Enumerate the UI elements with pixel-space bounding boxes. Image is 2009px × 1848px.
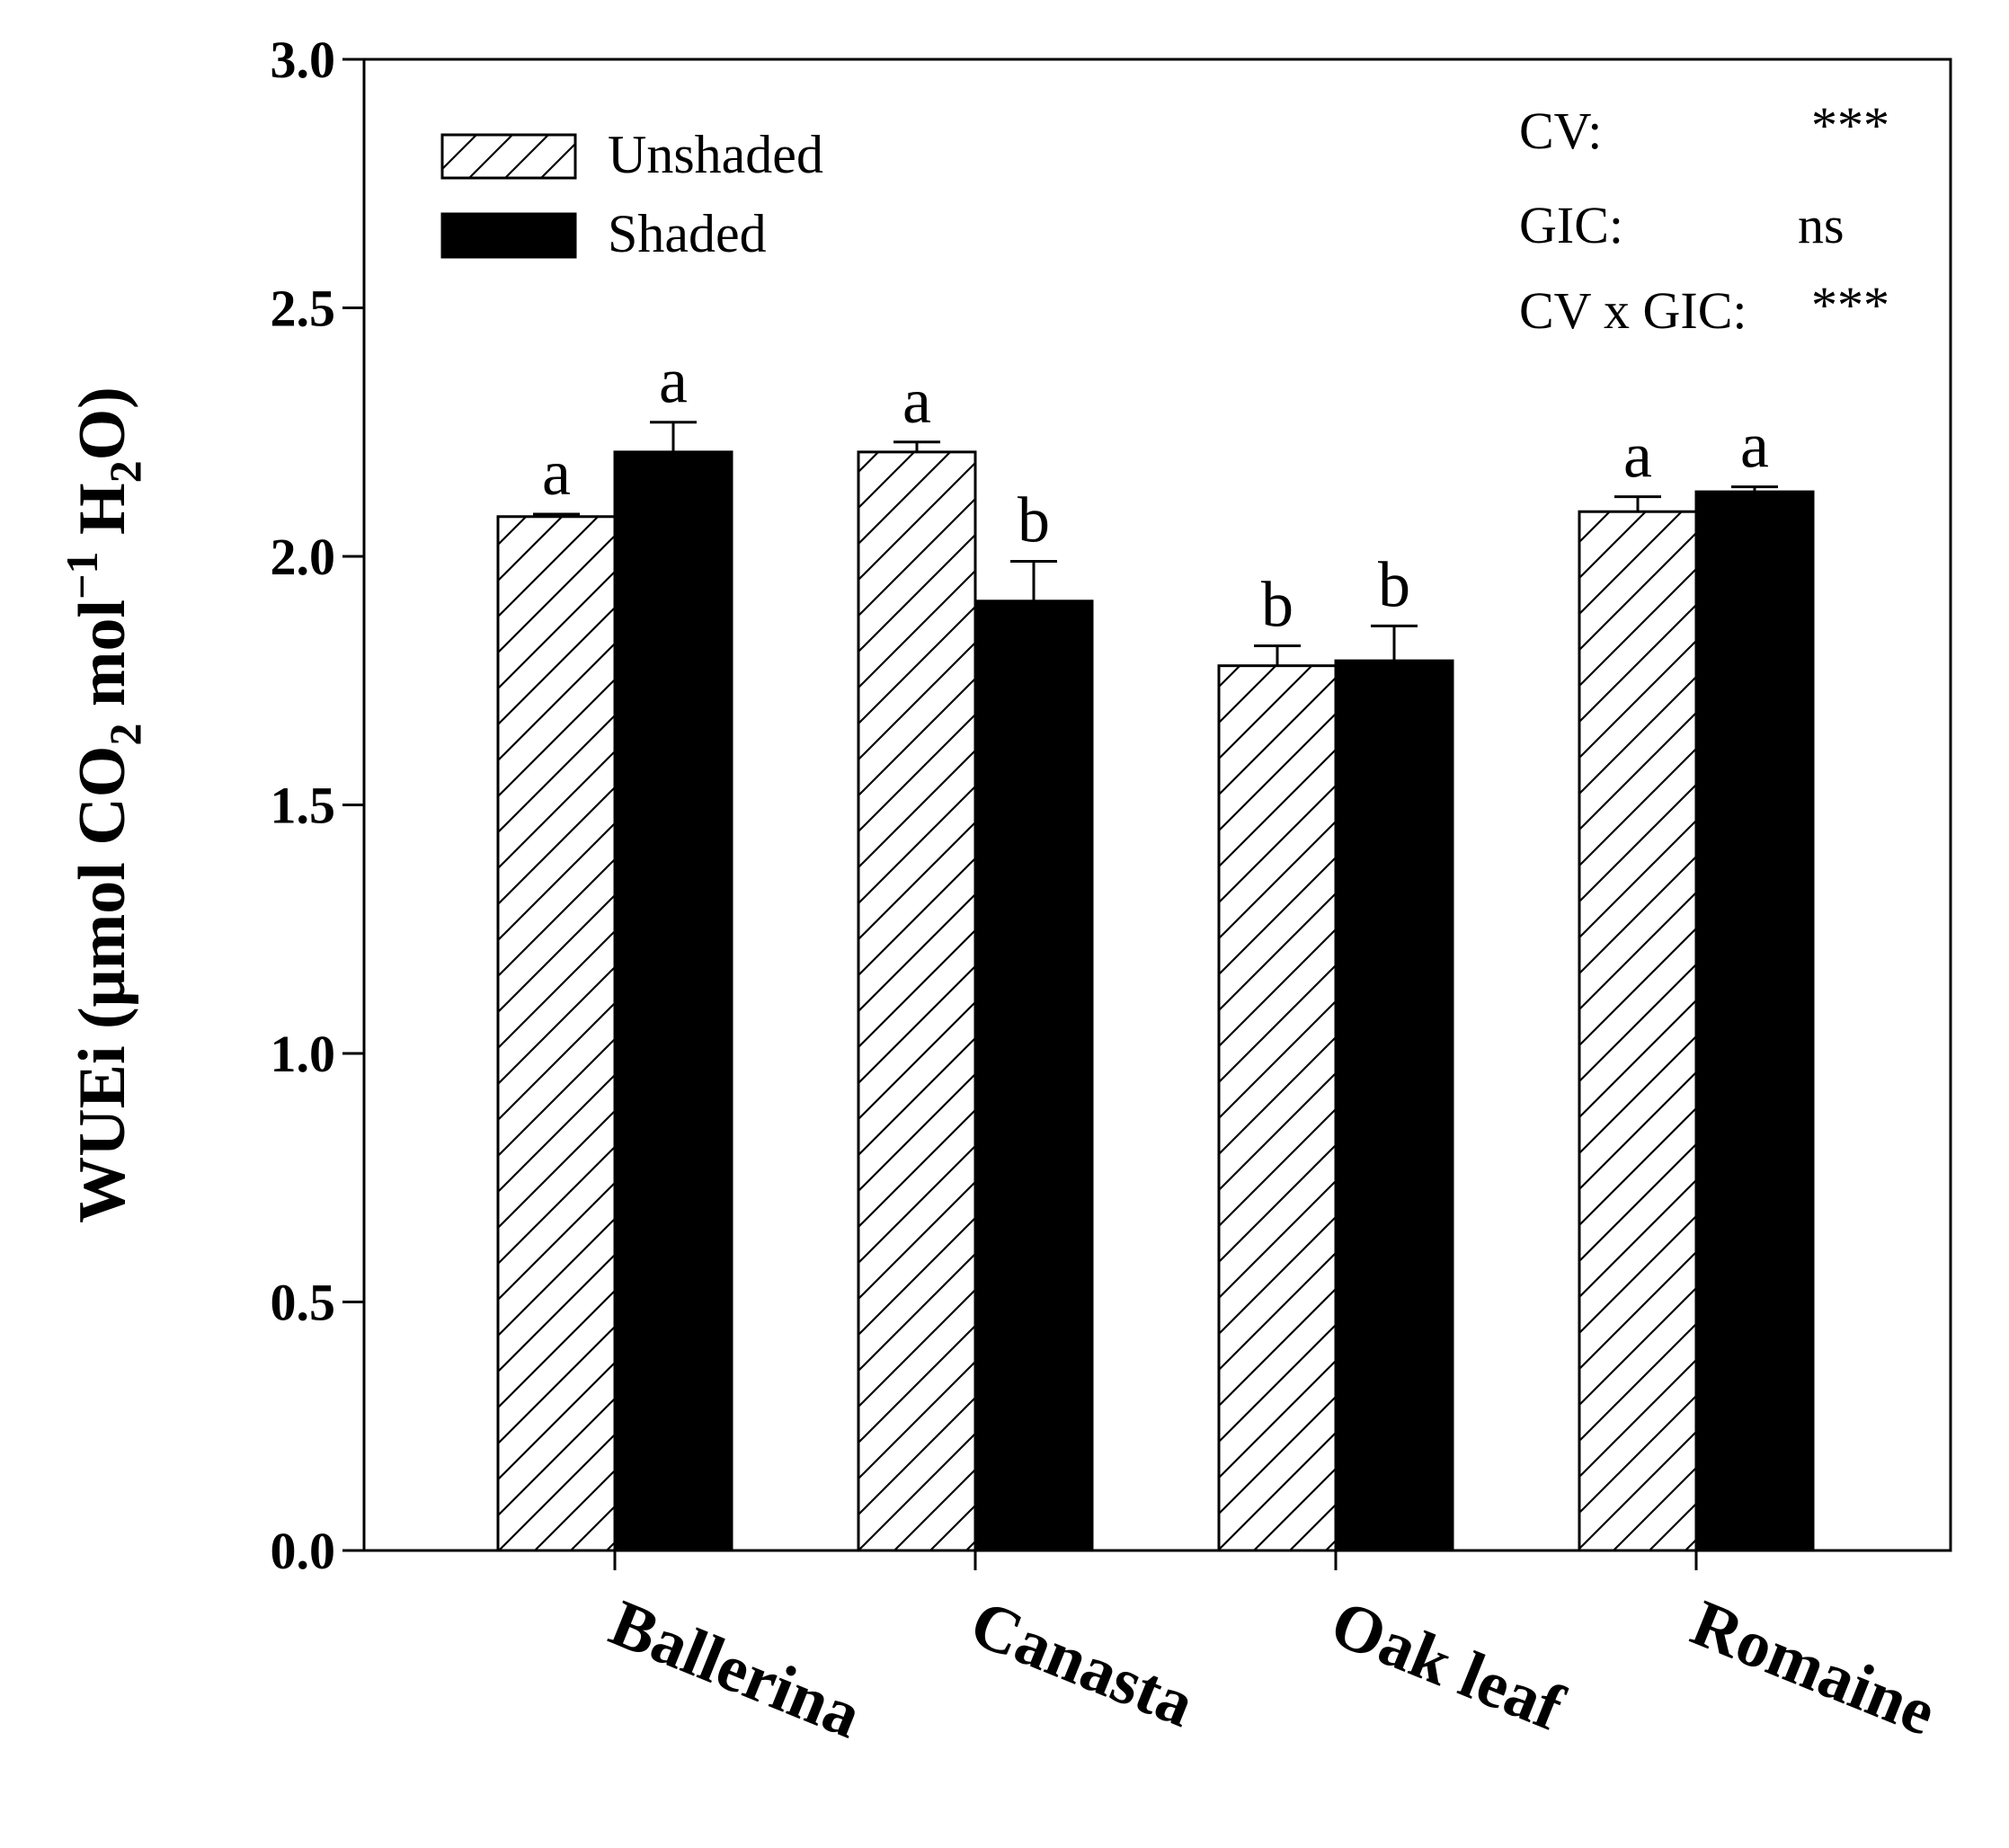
bar-canasta-unshaded <box>857 450 977 1552</box>
bars-layer <box>496 421 1815 1552</box>
stat-label: CV: <box>1519 102 1602 160</box>
x-tick-label-romaine: Romaine <box>1682 1586 1946 1750</box>
y-tick-label: 1.0 <box>271 1025 336 1083</box>
legend-swatch-unshaded <box>440 133 577 180</box>
y-tick-label: 2.5 <box>271 280 336 338</box>
stat-value: *** <box>1811 96 1889 155</box>
sig-letter-oak-leaf-shaded: b <box>1378 548 1410 620</box>
sig-letter-canasta-shaded: b <box>1018 484 1050 556</box>
x-tick-label-ballerina: Ballerina <box>600 1586 871 1753</box>
bar-oak-leaf-unshaded <box>1217 664 1338 1552</box>
x-tick-label-oak-leaf: Oak leaf <box>1321 1586 1575 1746</box>
y-axis-label: WUEi (μmol CO2 mol−1 H2O) <box>57 386 150 1223</box>
sig-letter-romaine-unshaded: a <box>1623 420 1652 492</box>
y-tick-label: 0.0 <box>271 1522 336 1580</box>
sig-letter-oak-leaf-unshaded: b <box>1261 569 1293 641</box>
stat-label: GIC: <box>1519 196 1623 254</box>
stat-value: ns <box>1798 196 1845 254</box>
stat-value: *** <box>1811 276 1889 334</box>
sig-letter-ballerina-unshaded: a <box>542 437 571 509</box>
y-tick-label: 3.0 <box>271 31 336 89</box>
y-tick-label: 2.0 <box>271 528 336 586</box>
y-tick-label: 0.5 <box>271 1274 336 1332</box>
bar-romaine-shaded <box>1694 490 1815 1552</box>
sig-letter-romaine-shaded: a <box>1740 410 1769 482</box>
bar-ballerina-shaded <box>613 450 733 1552</box>
axes-layer <box>342 58 1952 1570</box>
legend-swatch-shaded <box>440 212 577 259</box>
sig-letter-canasta-unshaded: a <box>902 365 931 437</box>
legend-label-shaded: Shaded <box>608 204 767 263</box>
y-tick-label: 1.5 <box>271 777 336 835</box>
bar-romaine-unshaded <box>1578 510 1698 1552</box>
bar-ballerina-unshaded <box>496 515 617 1552</box>
stat-label: CV x GIC: <box>1519 281 1747 340</box>
legend-label-unshaded: Unshaded <box>608 125 823 184</box>
sig-letter-ballerina-shaded: a <box>659 345 688 417</box>
bar-canasta-shaded <box>973 600 1094 1552</box>
x-tick-label-canasta: Canasta <box>961 1586 1205 1742</box>
bar-oak-leaf-shaded <box>1334 659 1454 1552</box>
